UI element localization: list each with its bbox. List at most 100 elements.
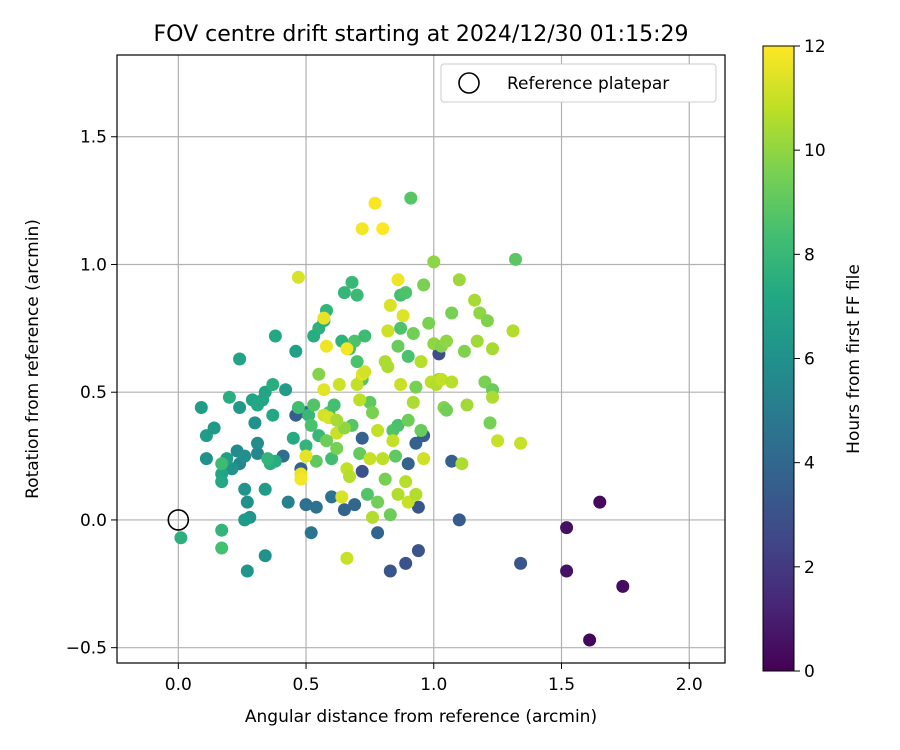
data-point [401, 457, 415, 471]
data-point [514, 436, 528, 450]
data-point [215, 523, 229, 537]
data-points [174, 191, 630, 647]
colorbar-label: Hours from first FF file [844, 264, 864, 454]
data-point [376, 452, 390, 466]
y-tick-label: 1.0 [80, 255, 107, 275]
data-point [414, 424, 428, 437]
data-point [317, 383, 331, 397]
data-point [332, 378, 346, 391]
data-point [350, 355, 364, 369]
data-point [460, 398, 474, 412]
x-tick-label: 0.0 [165, 675, 192, 695]
data-point [330, 441, 344, 455]
legend-label: Reference platepar [507, 74, 669, 94]
colorbar-ticks: 0 2 4 6 8 10 12 [794, 37, 826, 682]
data-point [406, 395, 420, 409]
data-point [409, 487, 423, 501]
data-point [199, 452, 213, 466]
colorbar-tick-label: 2 [804, 558, 815, 578]
data-point [302, 408, 316, 422]
data-point [404, 191, 418, 205]
colorbar-tick-label: 8 [804, 245, 815, 265]
x-tick-label: 2.0 [676, 675, 703, 695]
data-point [440, 403, 453, 417]
data-point [215, 457, 229, 471]
data-point [445, 306, 459, 320]
data-point [486, 342, 499, 356]
data-point [304, 418, 318, 432]
data-point [470, 334, 484, 348]
data-point [340, 342, 354, 356]
data-point [307, 329, 321, 343]
data-point [294, 472, 308, 486]
data-point [343, 470, 356, 483]
x-tick-label: 1.5 [548, 675, 575, 695]
data-point [386, 434, 400, 448]
data-point [399, 286, 413, 300]
data-point [320, 339, 333, 353]
data-point [238, 513, 252, 527]
data-point [417, 452, 431, 466]
data-point [307, 398, 321, 412]
data-point [376, 222, 390, 236]
data-point [238, 449, 252, 463]
data-point [396, 309, 410, 323]
data-point [309, 500, 323, 514]
y-tick-label: −0.5 [66, 639, 107, 659]
data-point [394, 321, 408, 335]
data-point [340, 551, 354, 565]
data-point [506, 324, 520, 338]
data-point [401, 349, 415, 363]
data-point [225, 462, 239, 476]
data-point [391, 418, 405, 432]
data-point [409, 380, 423, 394]
data-point [299, 449, 313, 463]
reference-platepar-marker [167, 509, 190, 531]
data-point [457, 344, 471, 358]
data-point [286, 431, 300, 445]
data-point [399, 556, 413, 570]
data-point [350, 288, 364, 302]
data-point [378, 472, 392, 486]
data-point [312, 367, 326, 381]
data-point [266, 408, 280, 422]
data-point [560, 521, 574, 535]
data-point [355, 222, 369, 236]
data-point [240, 564, 254, 578]
colorbar-tick-label: 10 [804, 141, 826, 161]
data-point [455, 457, 469, 471]
data-point [417, 278, 431, 292]
data-point [486, 390, 499, 404]
data-point [353, 393, 367, 407]
data-point [325, 490, 339, 504]
data-point [248, 416, 262, 430]
data-point [207, 421, 221, 435]
data-point [215, 541, 229, 555]
data-point [452, 513, 466, 527]
data-point [468, 293, 482, 307]
data-point [491, 434, 505, 448]
data-point [371, 526, 385, 540]
data-point [445, 375, 459, 389]
data-point [381, 360, 395, 374]
data-point [353, 447, 367, 460]
data-point [509, 252, 522, 266]
data-point [345, 275, 359, 289]
data-point [337, 503, 351, 517]
data-point [304, 526, 318, 540]
data-point [363, 452, 377, 466]
data-point [240, 495, 254, 509]
data-point [452, 273, 466, 287]
data-point [406, 327, 420, 340]
chart-title: FOV centre drift starting at 2024/12/30 … [154, 22, 689, 47]
data-point [616, 579, 630, 593]
data-point [401, 413, 415, 427]
data-point [383, 564, 397, 578]
data-point [366, 510, 379, 524]
data-point [330, 413, 344, 427]
data-point [309, 454, 323, 468]
data-point [233, 401, 247, 414]
data-point [414, 355, 428, 369]
colorbar-tick-label: 4 [804, 454, 815, 474]
